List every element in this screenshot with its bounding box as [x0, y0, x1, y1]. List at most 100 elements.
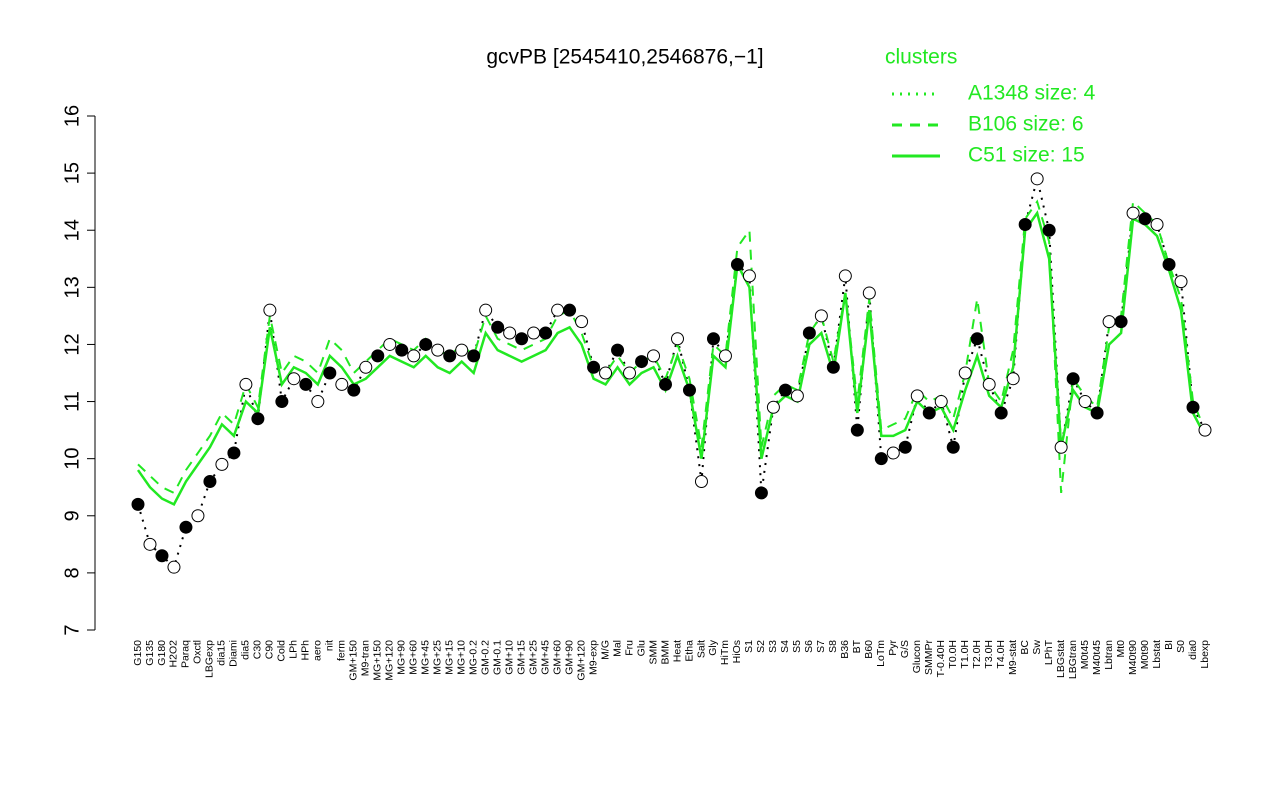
x-tick-label: MG+120: [384, 640, 396, 681]
chart-title: gcvPB [2545410,2546876,−1]: [486, 46, 763, 69]
data-point: [263, 303, 277, 317]
legend-label: B106 size: 6: [968, 113, 1084, 136]
data-point: [587, 360, 601, 374]
data-point: [191, 509, 205, 523]
data-point: [874, 452, 888, 466]
data-point: [239, 377, 253, 391]
data-point: [1018, 218, 1032, 232]
data-point: [383, 337, 397, 351]
x-tick-label: S4: [779, 640, 791, 653]
x-tick-label: M/G: [599, 640, 611, 660]
x-tick-label: MG-0.2: [467, 640, 479, 675]
x-tick-label: M9-stat: [1007, 640, 1019, 675]
data-point: [131, 497, 145, 511]
x-tick-label: Paraq: [180, 640, 192, 668]
x-tick-label: Gly: [707, 639, 719, 656]
legend-label: C51 size: 15: [968, 144, 1085, 167]
data-point: [479, 303, 493, 317]
x-tick-label: GM+25: [527, 640, 539, 675]
y-tick-label: 16: [61, 105, 83, 127]
x-tick-label: G180: [156, 640, 168, 666]
x-tick-label: S3: [767, 640, 779, 653]
x-tick-label: G135: [144, 640, 156, 666]
data-point: [1126, 206, 1140, 220]
data-point: [299, 377, 313, 391]
data-point: [778, 383, 792, 397]
x-tick-label: Diami: [228, 640, 240, 667]
data-point: [838, 269, 852, 283]
x-tick-label: LBGtran: [1067, 640, 1079, 679]
data-point: [155, 549, 169, 563]
data-point: [551, 303, 565, 317]
data-point: [503, 326, 517, 340]
x-tick-label: H2O2: [168, 640, 180, 668]
x-tick-label: Pyr: [887, 639, 899, 655]
x-tick-label: M9-exp: [587, 640, 599, 675]
data-point: [443, 349, 457, 363]
data-point: [970, 332, 984, 346]
x-tick-label: T2.0H: [971, 640, 983, 669]
data-point: [431, 343, 445, 357]
data-point: [527, 326, 541, 340]
data-point: [1150, 218, 1164, 232]
x-tick-label: BI: [1163, 640, 1175, 650]
x-tick-label: BT: [851, 639, 863, 653]
x-tick-label: S2: [755, 640, 767, 653]
x-tick-label: MG+15: [443, 640, 455, 675]
legend-label: A1348 size: 4: [968, 82, 1096, 105]
data-point: [742, 269, 756, 283]
x-tick-label: HiOs: [731, 640, 743, 663]
x-tick-label: ferm: [336, 640, 348, 661]
data-point: [694, 475, 708, 489]
x-tick-label: MG+90: [396, 640, 408, 675]
x-tick-label: Mt0: [1115, 640, 1127, 658]
x-tick-label: T1.0H: [959, 640, 971, 669]
data-point: [203, 475, 217, 489]
x-tick-label: Lbtran: [1103, 640, 1115, 670]
data-point: [670, 332, 684, 346]
y-tick-label: 11: [61, 391, 83, 412]
data-point: [1102, 315, 1116, 329]
data-point: [371, 349, 385, 363]
data-point: [862, 286, 876, 300]
data-point: [766, 400, 780, 414]
data-point: [491, 320, 505, 334]
data-point: [1030, 172, 1044, 186]
data-point: [1114, 315, 1128, 329]
x-tick-label: LPh: [288, 640, 300, 659]
data-point: [167, 560, 181, 574]
x-tick-label: GM+120: [575, 640, 587, 681]
data-point: [395, 343, 409, 357]
x-tick-label: Sw: [1031, 640, 1043, 655]
x-tick-label: Cold: [276, 640, 288, 662]
data-point: [275, 395, 289, 409]
y-tick-label: 9: [61, 510, 83, 521]
data-point: [359, 360, 373, 374]
x-tick-label: GM+45: [539, 640, 551, 675]
x-tick-label: dia0: [1187, 640, 1199, 660]
x-tick-label: T4.0H: [995, 640, 1007, 669]
y-tick-label: 8: [61, 567, 83, 578]
y-tick-label: 12: [61, 333, 83, 355]
x-tick-label: Salt: [695, 640, 707, 658]
x-tick-label: MG+10: [455, 640, 467, 675]
data-point: [1006, 372, 1020, 386]
x-tick-label: GM+150: [348, 640, 360, 681]
x-tick-label: S1: [743, 640, 755, 653]
data-point: [946, 440, 960, 454]
data-point: [958, 366, 972, 380]
x-tick-label: Mal: [611, 640, 623, 657]
data-point: [934, 395, 948, 409]
data-point: [1090, 406, 1104, 420]
data-point: [1066, 372, 1080, 386]
x-tick-label: aero: [312, 640, 324, 661]
series-line: [137, 199, 1206, 495]
data-point: [1174, 275, 1188, 289]
data-point: [814, 309, 828, 323]
data-point: [635, 355, 649, 369]
x-tick-label: Glucon: [911, 640, 923, 673]
legend-title: clusters: [885, 46, 957, 69]
x-tick-label: MG+25: [432, 640, 444, 675]
x-tick-label: Fru: [623, 640, 635, 656]
x-tick-label: dia5: [240, 640, 252, 660]
